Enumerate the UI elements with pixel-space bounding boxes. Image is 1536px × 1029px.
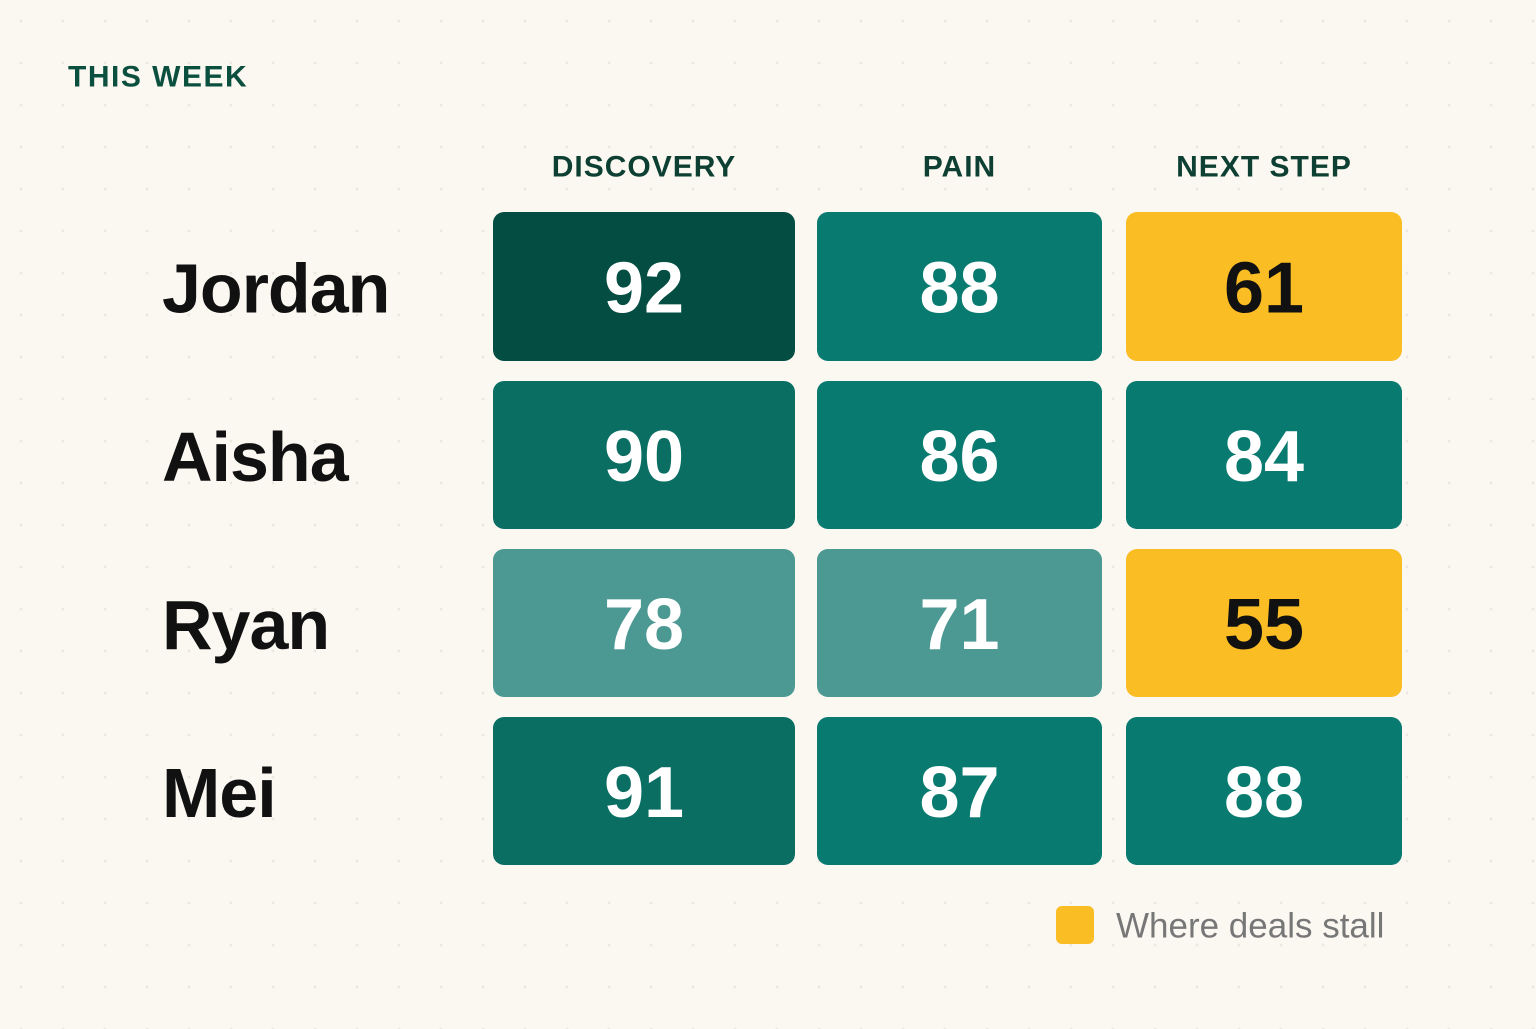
row-label: Aisha [162,418,350,496]
heat-cell [493,381,795,529]
cell-value: 55 [1224,585,1304,665]
heat-cell [817,212,1102,361]
cell-value: 87 [919,753,999,833]
cell-value: 90 [604,417,684,497]
heat-cell [493,549,795,697]
heat-cell [1126,717,1402,865]
row-label: Ryan [162,586,329,664]
column-header: PAIN [923,151,996,184]
cell-value: 88 [1224,753,1304,833]
cell-value: 92 [604,249,684,329]
cell-value: 71 [919,585,999,665]
heat-cell [1126,381,1402,529]
heat-cell [817,381,1102,529]
column-header: NEXT STEP [1176,151,1352,184]
cell-value: 84 [1224,417,1304,497]
legend-swatch [1056,906,1094,944]
title: THIS WEEK [68,61,248,94]
legend-label: Where deals stall [1116,907,1384,946]
row-label: Jordan [162,250,389,328]
column-header: DISCOVERY [552,151,737,184]
cell-value: 86 [919,417,999,497]
heat-cell [493,717,795,865]
cell-value: 61 [1224,249,1304,329]
row-label: Mei [162,754,276,832]
cell-value: 88 [919,249,999,329]
heat-cell [817,717,1102,865]
heat-cell [1126,212,1402,361]
cell-value: 78 [604,585,684,665]
heat-cell [493,212,795,361]
cell-value: 91 [604,753,684,833]
heat-cell [817,549,1102,697]
heat-cell [1126,549,1402,697]
